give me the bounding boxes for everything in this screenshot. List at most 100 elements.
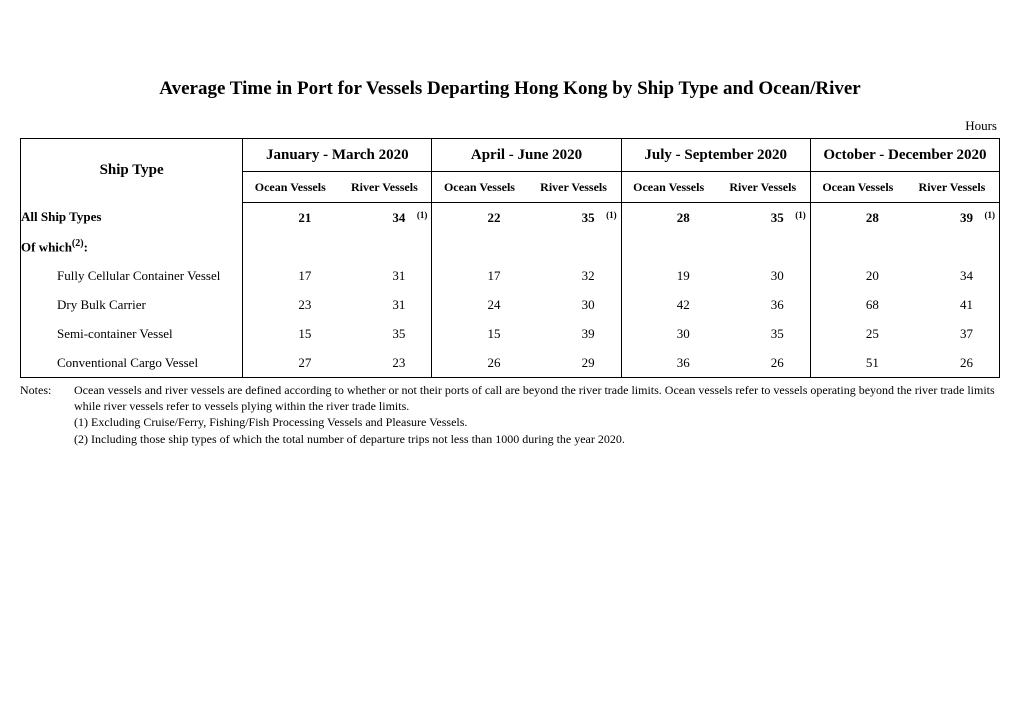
notes-block: Notes: Ocean vessels and river vessels a…	[20, 382, 1000, 447]
val-river: 31	[337, 297, 431, 313]
val-ocean: 26	[432, 355, 526, 371]
val-river: 32	[527, 268, 621, 284]
subhead-3: Ocean Vessels River Vessels	[621, 172, 810, 203]
val-ocean: 30	[622, 326, 716, 342]
cell: 2723	[243, 348, 432, 378]
val-river: 35(1)	[527, 210, 621, 226]
notes-label: Notes:	[20, 382, 74, 447]
val-ocean: 28	[622, 210, 716, 226]
val-ocean: 42	[622, 297, 716, 313]
subhead-river: River Vessels	[337, 180, 431, 195]
header-period-3: July - September 2020	[621, 139, 810, 172]
row-label-all: All Ship Types	[21, 203, 243, 233]
subhead-4: Ocean Vessels River Vessels	[810, 172, 999, 203]
val-ocean: 15	[243, 326, 337, 342]
header-ship-type: Ship Type	[21, 139, 243, 203]
notes-body: Ocean vessels and river vessels are defi…	[74, 382, 1000, 447]
empty-cell	[243, 232, 432, 261]
val-river: 39(1)	[905, 210, 999, 226]
val-ocean: 68	[811, 297, 905, 313]
val-ocean: 25	[811, 326, 905, 342]
footnote-marker: (1)	[606, 210, 617, 220]
subhead-1: Ocean Vessels River Vessels	[243, 172, 432, 203]
cell: 1731	[243, 261, 432, 290]
val-ocean: 22	[432, 210, 526, 226]
val-ocean: 27	[243, 355, 337, 371]
empty-cell	[621, 232, 810, 261]
cell: 3626	[621, 348, 810, 378]
val-ocean: 17	[432, 268, 526, 284]
cell: 2537	[810, 319, 999, 348]
note-line: (1) Excluding Cruise/Ferry, Fishing/Fish…	[74, 414, 1000, 430]
val-ocean: 19	[622, 268, 716, 284]
val-river: 31	[337, 268, 431, 284]
cell: 5126	[810, 348, 999, 378]
cell: 2331	[243, 290, 432, 319]
val-river: 26	[905, 355, 999, 371]
footnote-marker: (1)	[417, 210, 428, 220]
val-river: 30	[527, 297, 621, 313]
page-container: Average Time in Port for Vessels Departi…	[0, 0, 1020, 467]
val-river: 35	[337, 326, 431, 342]
val-river: 39	[527, 326, 621, 342]
header-period-2: April - June 2020	[432, 139, 621, 172]
val-ocean: 28	[811, 210, 905, 226]
row-of-which: Of which(2):	[21, 232, 1000, 261]
cell-all-p2: 22 35(1)	[432, 203, 621, 233]
val-river: 35	[716, 326, 810, 342]
page-title: Average Time in Port for Vessels Departi…	[20, 78, 1000, 100]
note-line: Ocean vessels and river vessels are defi…	[74, 382, 1000, 414]
table-row: Conventional Cargo Vessel 2723 2629 3626…	[21, 348, 1000, 378]
val-river: 29	[527, 355, 621, 371]
cell: 2430	[432, 290, 621, 319]
val-river: 30	[716, 268, 810, 284]
cell: 1732	[432, 261, 621, 290]
row-label: Conventional Cargo Vessel	[21, 348, 243, 378]
val-ocean: 17	[243, 268, 337, 284]
row-label: Fully Cellular Container Vessel	[21, 261, 243, 290]
val-river: 26	[716, 355, 810, 371]
row-all-ship-types: All Ship Types 21 34(1) 22 35(1) 28	[21, 203, 1000, 233]
row-label-ofwhich: Of which(2):	[21, 232, 243, 261]
val-river: 34(1)	[337, 210, 431, 226]
subhead-river: River Vessels	[905, 180, 999, 195]
header-period-1: January - March 2020	[243, 139, 432, 172]
val-ocean: 36	[622, 355, 716, 371]
table-row: Semi-container Vessel 1535 1539 3035 253…	[21, 319, 1000, 348]
units-label: Hours	[20, 118, 1000, 134]
empty-cell	[432, 232, 621, 261]
cell: 1539	[432, 319, 621, 348]
row-label: Dry Bulk Carrier	[21, 290, 243, 319]
val-river: 41	[905, 297, 999, 313]
table-row: Dry Bulk Carrier 2331 2430 4236 6841	[21, 290, 1000, 319]
row-label: Semi-container Vessel	[21, 319, 243, 348]
cell: 4236	[621, 290, 810, 319]
cell: 6841	[810, 290, 999, 319]
val-river: 37	[905, 326, 999, 342]
footnote-marker: (1)	[985, 210, 996, 220]
cell: 1535	[243, 319, 432, 348]
ofwhich-superscript: (2)	[72, 238, 84, 249]
subhead-ocean: Ocean Vessels	[432, 180, 526, 195]
cell: 2629	[432, 348, 621, 378]
cell-all-p3: 28 35(1)	[621, 203, 810, 233]
val-ocean: 20	[811, 268, 905, 284]
note-line: (2) Including those ship types of which …	[74, 431, 1000, 447]
val-ocean: 24	[432, 297, 526, 313]
subhead-river: River Vessels	[527, 180, 621, 195]
val-river: 36	[716, 297, 810, 313]
cell-all-p4: 28 39(1)	[810, 203, 999, 233]
val-ocean: 21	[243, 210, 337, 226]
val-ocean: 15	[432, 326, 526, 342]
subhead-ocean: Ocean Vessels	[811, 180, 905, 195]
footnote-marker: (1)	[795, 210, 806, 220]
val-river: 35(1)	[716, 210, 810, 226]
subhead-river: River Vessels	[716, 180, 810, 195]
val-river: 23	[337, 355, 431, 371]
empty-cell	[810, 232, 999, 261]
cell-all-p1: 21 34(1)	[243, 203, 432, 233]
subhead-ocean: Ocean Vessels	[243, 180, 337, 195]
cell: 2034	[810, 261, 999, 290]
val-river: 34	[905, 268, 999, 284]
cell: 1930	[621, 261, 810, 290]
